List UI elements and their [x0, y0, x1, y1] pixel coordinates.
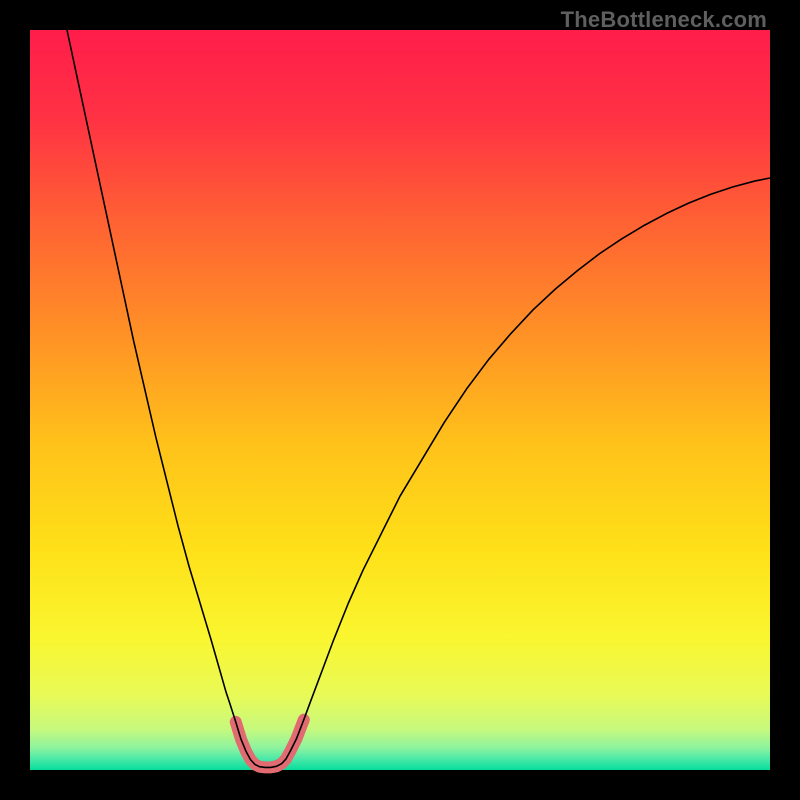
curve-layer [30, 30, 770, 770]
watermark-label: TheBottleneck.com [561, 7, 767, 33]
plot-area [30, 30, 770, 770]
bottleneck-curve [67, 30, 770, 767]
chart-frame: TheBottleneck.com [0, 0, 800, 800]
